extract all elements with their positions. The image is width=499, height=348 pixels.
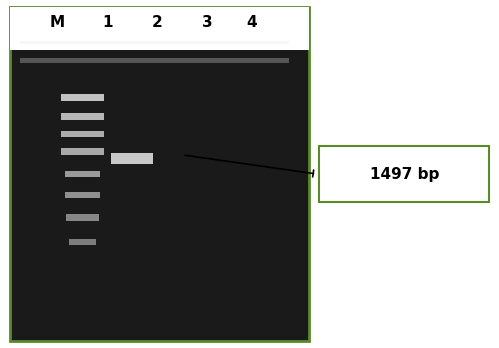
Bar [66,214,99,221]
Text: 2: 2 [152,15,163,30]
Bar [20,58,289,63]
Text: 1497 bp: 1497 bp [369,166,439,182]
Bar [61,148,104,155]
Bar [65,171,100,177]
Text: 4: 4 [247,15,257,30]
Text: 3: 3 [202,15,213,30]
Bar [65,192,100,198]
Bar [111,153,153,164]
FancyBboxPatch shape [319,146,489,202]
Bar [20,41,289,44]
Bar [69,239,96,245]
Text: M: M [50,15,65,30]
Bar [61,131,104,137]
FancyBboxPatch shape [10,7,309,50]
FancyBboxPatch shape [10,7,309,341]
Bar [61,94,104,101]
Bar [61,113,104,120]
Text: 1: 1 [102,15,113,30]
